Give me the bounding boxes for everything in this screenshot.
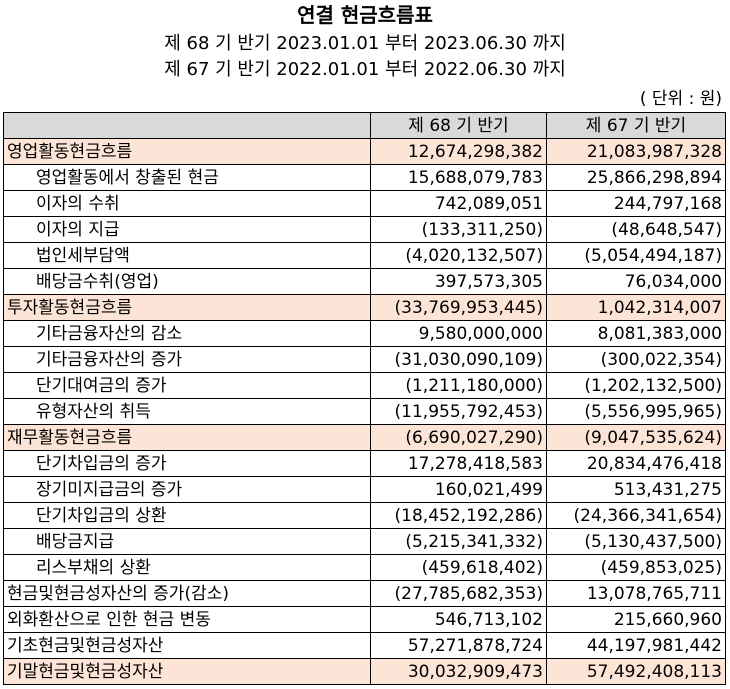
row-value-67: 76,034,000	[546, 268, 726, 295]
row-label: 기초현금및현금성자산	[3, 632, 371, 659]
table-row: 이자의 수취 742,089,051 244,797,168	[3, 190, 726, 217]
row-label: 외화환산으로 인한 현금 변동	[3, 606, 371, 633]
row-value-68: (4,020,132,507)	[370, 242, 547, 269]
row-value-67: 215,660,960	[546, 606, 726, 633]
row-value-67: 13,078,765,711	[546, 580, 726, 607]
row-value-67: 1,042,314,007	[546, 294, 726, 321]
row-value-67: 513,431,275	[546, 476, 726, 503]
row-value-67: (5,054,494,187)	[546, 242, 726, 269]
table-header-row: 제 68 기 반기 제 67 기 반기	[3, 112, 726, 139]
row-value-68: (11,955,792,453)	[370, 398, 547, 425]
page-title: 연결 현금흐름표	[297, 3, 433, 27]
table-row: 현금및현금성자산의 증가(감소) (27,785,682,353) 13,078…	[3, 580, 726, 607]
row-value-68: 742,089,051	[370, 190, 547, 217]
row-value-68: (18,452,192,286)	[370, 502, 547, 529]
row-value-67: 8,081,383,000	[546, 320, 726, 347]
table-row: 기초현금및현금성자산 57,271,878,724 44,197,981,442	[3, 632, 726, 659]
row-label: 영업활동현금흐름	[3, 138, 371, 165]
row-value-67: 44,197,981,442	[546, 632, 726, 659]
row-value-68: 15,688,079,783	[370, 164, 547, 191]
row-label: 단기차입금의 증가	[3, 450, 371, 477]
row-label: 배당금지급	[3, 528, 371, 555]
table-row: 이자의 지급 (133,311,250) (48,648,547)	[3, 216, 726, 243]
row-label: 리스부채의 상환	[3, 554, 371, 581]
table-row: 영업활동현금흐름 12,674,298,382 21,083,987,328	[3, 138, 726, 165]
row-label: 기타금융자산의 증가	[3, 346, 371, 373]
row-value-68: 397,573,305	[370, 268, 547, 295]
table-row: 단기차입금의 상환 (18,452,192,286) (24,366,341,6…	[3, 502, 726, 529]
table-row: 단기차입금의 증가 17,278,418,583 20,834,476,418	[3, 450, 726, 477]
table-row: 영업활동에서 창출된 현금 15,688,079,783 25,866,298,…	[3, 164, 726, 191]
row-value-67: (24,366,341,654)	[546, 502, 726, 529]
row-value-67: 20,834,476,418	[546, 450, 726, 477]
table-row: 배당금수취(영업) 397,573,305 76,034,000	[3, 268, 726, 295]
row-label: 투자활동현금흐름	[3, 294, 371, 321]
period-prior: 제 67 기 반기 2022.01.01 부터 2022.06.30 까지	[164, 59, 566, 80]
row-value-67: (48,648,547)	[546, 216, 726, 243]
table-row: 장기미지급금의 증가 160,021,499 513,431,275	[3, 476, 726, 503]
table-row: 리스부채의 상환 (459,618,402) (459,853,025)	[3, 554, 726, 581]
row-label: 장기미지급금의 증가	[3, 476, 371, 503]
row-value-68: 546,713,102	[370, 606, 547, 633]
row-value-68: (459,618,402)	[370, 554, 547, 581]
row-value-68: (1,211,180,000)	[370, 372, 547, 399]
cash-flow-table: 제 68 기 반기 제 67 기 반기 영업활동현금흐름 12,674,298,…	[3, 112, 726, 685]
period-current: 제 68 기 반기 2023.01.01 부터 2023.06.30 까지	[164, 33, 566, 54]
row-value-68: 9,580,000,000	[370, 320, 547, 347]
row-value-67: (5,556,995,965)	[546, 398, 726, 425]
row-value-68: (133,311,250)	[370, 216, 547, 243]
row-value-68: (31,030,090,109)	[370, 346, 547, 373]
row-value-67: 57,492,408,113	[546, 658, 726, 685]
row-value-68: 30,032,909,473	[370, 658, 547, 685]
row-label: 이자의 지급	[3, 216, 371, 243]
row-value-67: (459,853,025)	[546, 554, 726, 581]
row-label: 배당금수취(영업)	[3, 268, 371, 295]
table-row: 배당금지급 (5,215,341,332) (5,130,437,500)	[3, 528, 726, 555]
row-value-68: 17,278,418,583	[370, 450, 547, 477]
table-row: 기타금융자산의 증가 (31,030,090,109) (300,022,354…	[3, 346, 726, 373]
table-row: 유형자산의 취득 (11,955,792,453) (5,556,995,965…	[3, 398, 726, 425]
row-label: 단기차입금의 상환	[3, 502, 371, 529]
row-value-68: 57,271,878,724	[370, 632, 547, 659]
row-label: 단기대여금의 증가	[3, 372, 371, 399]
row-value-67: (5,130,437,500)	[546, 528, 726, 555]
row-label: 기타금융자산의 감소	[3, 320, 371, 347]
row-value-68: (5,215,341,332)	[370, 528, 547, 555]
row-value-68: 12,674,298,382	[370, 138, 547, 165]
row-value-67: (1,202,132,500)	[546, 372, 726, 399]
row-value-68: (27,785,682,353)	[370, 580, 547, 607]
row-value-67: 244,797,168	[546, 190, 726, 217]
row-value-68: (6,690,027,290)	[370, 424, 547, 451]
table-row: 투자활동현금흐름 (33,769,953,445) 1,042,314,007	[3, 294, 726, 321]
row-label: 기말현금및현금성자산	[3, 658, 371, 685]
header-period-68: 제 68 기 반기	[370, 112, 547, 139]
row-value-67: (300,022,354)	[546, 346, 726, 373]
unit-label: ( 단위 : 원)	[639, 89, 722, 109]
row-label: 이자의 수취	[3, 190, 371, 217]
row-label: 현금및현금성자산의 증가(감소)	[3, 580, 371, 607]
row-label: 영업활동에서 창출된 현금	[3, 164, 371, 191]
table-row: 재무활동현금흐름 (6,690,027,290) (9,047,535,624)	[3, 424, 726, 451]
header-blank	[3, 112, 371, 139]
table-row: 법인세부담액 (4,020,132,507) (5,054,494,187)	[3, 242, 726, 269]
header-period-67: 제 67 기 반기	[546, 112, 726, 139]
table-row: 기타금융자산의 감소 9,580,000,000 8,081,383,000	[3, 320, 726, 347]
table-row: 외화환산으로 인한 현금 변동 546,713,102 215,660,960	[3, 606, 726, 633]
row-label: 재무활동현금흐름	[3, 424, 371, 451]
row-value-68: (33,769,953,445)	[370, 294, 547, 321]
row-label: 유형자산의 취득	[3, 398, 371, 425]
table-row: 기말현금및현금성자산 30,032,909,473 57,492,408,113	[3, 658, 726, 685]
row-value-68: 160,021,499	[370, 476, 547, 503]
row-value-67: 21,083,987,328	[546, 138, 726, 165]
row-value-67: (9,047,535,624)	[546, 424, 726, 451]
table-row: 단기대여금의 증가 (1,211,180,000) (1,202,132,500…	[3, 372, 726, 399]
row-value-67: 25,866,298,894	[546, 164, 726, 191]
row-label: 법인세부담액	[3, 242, 371, 269]
